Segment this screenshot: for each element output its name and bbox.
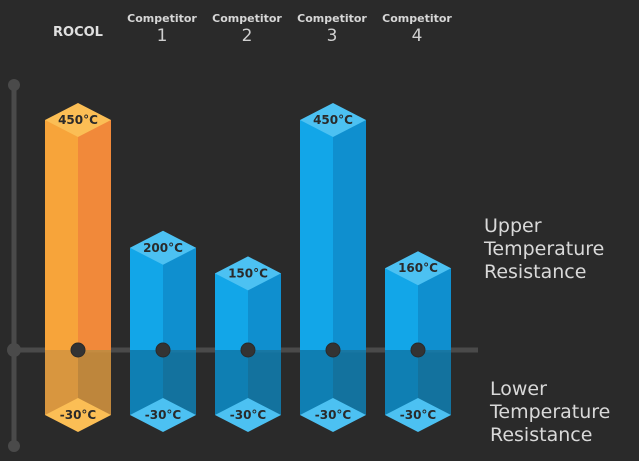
bar-bottom-cap [385, 398, 451, 432]
bar-lower-side [333, 350, 366, 415]
category-header-2: Competitor 2 [207, 12, 287, 46]
bar-1 [130, 230, 196, 432]
lower-value-label-2: -30°C [230, 408, 267, 422]
bar-upper-front [385, 268, 418, 350]
bar-top-cap [215, 256, 281, 291]
bar-0 [45, 103, 111, 432]
bar-upper-side [78, 120, 111, 350]
bar-top-cap [300, 103, 366, 137]
category-header-0: ROCOL [38, 26, 118, 40]
bar-lower-side [78, 350, 111, 415]
bar-upper-front [130, 247, 163, 350]
upper-value-label-4: 160°C [398, 261, 438, 275]
zero-point-2 [240, 342, 256, 358]
category-number: 3 [326, 26, 338, 46]
category-header-3: Competitor 3 [292, 12, 372, 46]
bar-upper-front [215, 273, 248, 350]
zero-point-0 [70, 342, 86, 358]
bar-upper-side [163, 247, 196, 350]
bar-lower-front [130, 350, 163, 415]
category-header-1: Competitor 1 [122, 12, 202, 46]
lower-value-label-4: -30°C [400, 408, 437, 422]
bar-upper-front [45, 120, 78, 350]
lower-value-label-3: -30°C [315, 408, 352, 422]
upper-value-label-3: 450°C [313, 113, 353, 127]
upper-value-label-0: 450°C [58, 113, 98, 127]
category-label: Competitor [297, 12, 367, 25]
lower-value-label-0: -30°C [60, 408, 97, 422]
bar-lower-side [163, 350, 196, 415]
bar-bottom-cap [300, 398, 366, 432]
bar-top-cap [45, 103, 111, 137]
zero-point-1 [155, 342, 171, 358]
category-label: ROCOL [53, 25, 103, 40]
bar-bottom-cap [45, 398, 111, 432]
axis-bottom-dot [8, 440, 20, 452]
axis-top-dot [8, 79, 20, 91]
bar-2 [215, 256, 281, 432]
bar-lower-side [418, 350, 451, 415]
bar-lower-front [385, 350, 418, 415]
bar-upper-side [418, 268, 451, 350]
category-number: 2 [241, 26, 253, 46]
bar-bottom-cap [130, 398, 196, 432]
bar-upper-side [248, 273, 281, 350]
upper-value-label-2: 150°C [228, 266, 268, 280]
upper-value-label-1: 200°C [143, 241, 183, 255]
bar-lower-front [215, 350, 248, 415]
category-header-4: Competitor 4 [377, 12, 457, 46]
bar-lower-front [300, 350, 333, 415]
bar-lower-front [45, 350, 78, 415]
upper-annotation: Upper Temperature Resistance [484, 215, 605, 283]
bar-lower-side [248, 350, 281, 415]
bar-upper-side [333, 120, 366, 350]
zero-point-4 [410, 342, 426, 358]
category-label: Competitor [212, 12, 282, 25]
category-number: 4 [411, 26, 423, 46]
bar-bottom-cap [215, 398, 281, 432]
category-label: Competitor [382, 12, 452, 25]
zero-point-3 [325, 342, 341, 358]
bar-3 [300, 103, 366, 432]
category-number: 1 [156, 26, 168, 46]
bar-top-cap [385, 251, 451, 286]
bar-4 [385, 251, 451, 432]
lower-annotation: Lower Temperature Resistance [490, 378, 611, 446]
category-label: Competitor [127, 12, 197, 25]
bar-top-cap [130, 230, 196, 265]
bar-upper-front [300, 120, 333, 350]
lower-value-label-1: -30°C [145, 408, 182, 422]
